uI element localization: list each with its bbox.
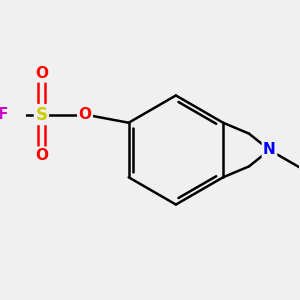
- Text: N: N: [263, 142, 276, 158]
- Text: F: F: [0, 107, 8, 122]
- Text: O: O: [79, 107, 92, 122]
- Text: S: S: [35, 106, 47, 124]
- Text: O: O: [35, 66, 48, 81]
- Text: O: O: [35, 148, 48, 163]
